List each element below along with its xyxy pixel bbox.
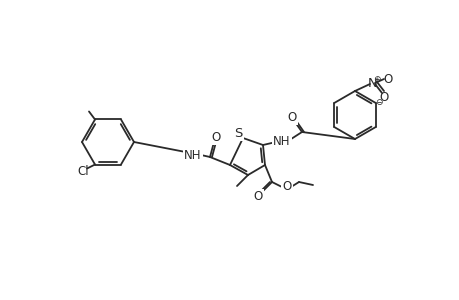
Text: O: O (379, 91, 388, 103)
Text: S: S (233, 127, 241, 140)
Text: O: O (282, 179, 291, 193)
Text: Cl: Cl (77, 165, 89, 178)
Text: ⊕: ⊕ (372, 74, 380, 83)
Text: O: O (253, 190, 262, 203)
Text: NH: NH (273, 134, 290, 148)
Text: O: O (382, 73, 392, 85)
Text: O: O (211, 130, 220, 143)
Text: NH: NH (184, 148, 202, 161)
Text: ⊖: ⊖ (375, 98, 382, 106)
Text: N: N (367, 76, 377, 89)
Text: O: O (287, 110, 296, 124)
